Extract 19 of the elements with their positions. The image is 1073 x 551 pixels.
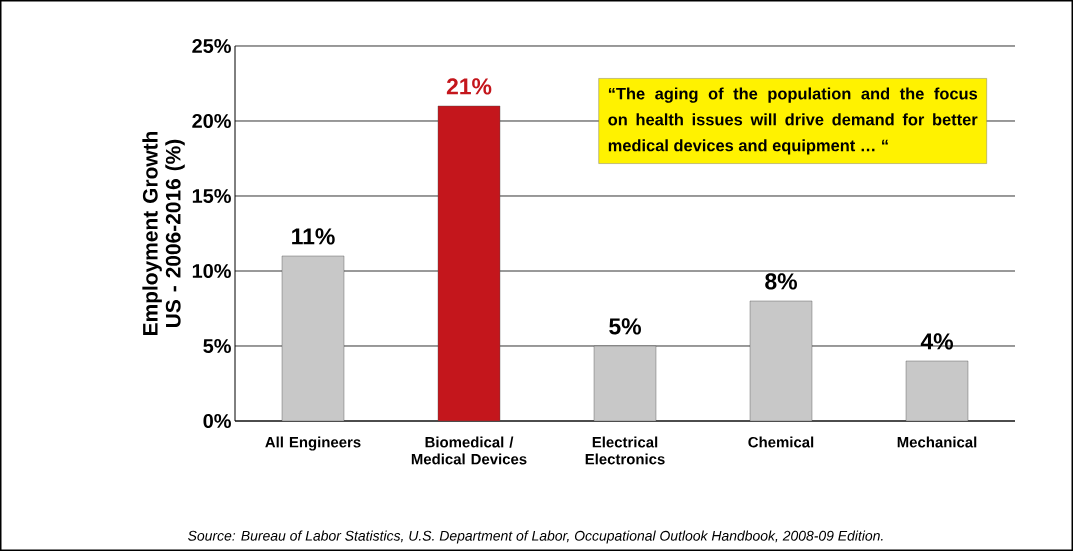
y-axis-title: Employment Growth US - 2006-2016 (%): [142, 131, 185, 335]
x-tick-label: Electrical Electronics: [585, 436, 665, 465]
y-tick-label: 0%: [203, 413, 231, 429]
y-tick-label: 15%: [192, 188, 231, 204]
x-tick-label: Mechanical: [897, 436, 977, 448]
x-tick-label: All Engineers: [265, 436, 361, 451]
data-label: 5%: [609, 318, 641, 335]
x-tick-label: Biomedical / Medical Devices: [411, 436, 527, 465]
annotation: “The aging of the population and the focus on health issues will drive demand for better medical devices and equipment … “: [608, 87, 978, 155]
data-label: 8%: [765, 273, 797, 290]
x-tick-label: Chemical: [748, 436, 814, 448]
source-note: Source: Bureau of Labor Statistics, U.S. Department of Labor, Occupational Outlook Handbook, 2008-09 Edition.: [188, 530, 883, 544]
y-tick-label: 5%: [203, 338, 231, 354]
data-label: 11%: [292, 228, 335, 245]
data-label: 21%: [446, 78, 492, 95]
y-tick-label: 25%: [192, 38, 231, 54]
y-tick-label: 20%: [192, 113, 231, 129]
data-label: 4%: [920, 333, 953, 350]
y-tick-label: 10%: [192, 263, 231, 279]
